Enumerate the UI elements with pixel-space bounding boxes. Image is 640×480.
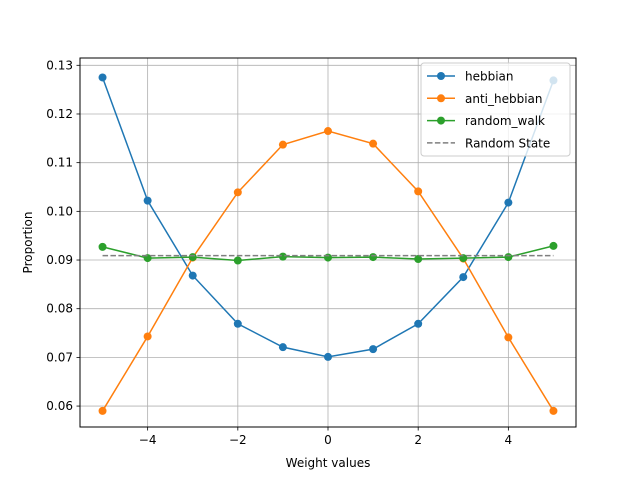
data-point-random-walk [549, 241, 558, 250]
y-tick-label: 0.06 [46, 399, 73, 413]
data-point-hebbian [459, 273, 468, 282]
legend-label-anti-hebbian: anti_hebbian [465, 92, 543, 106]
legend-marker-anti-hebbian [437, 94, 445, 103]
y-axis-label: Proportion [21, 212, 35, 274]
y-tick-label: 0.07 [46, 350, 73, 364]
y-tick-label: 0.10 [46, 204, 73, 218]
data-point-anti-hebbian [233, 188, 242, 197]
data-point-random-walk [278, 252, 287, 261]
data-point-anti-hebbian [414, 187, 423, 196]
data-point-random-walk [369, 253, 378, 262]
data-point-anti-hebbian [504, 333, 513, 342]
y-tick-label: 0.08 [46, 302, 73, 316]
y-tick-label: 0.09 [46, 253, 73, 267]
x-tick-label: −4 [139, 433, 157, 447]
x-tick-label: 0 [324, 433, 332, 447]
data-point-anti-hebbian [143, 332, 152, 341]
y-axis: 0.06 0.07 0.08 0.09 0.10 0.11 0.12 0.13 [46, 58, 80, 413]
y-tick-label: 0.11 [46, 156, 73, 170]
data-point-hebbian [233, 319, 242, 328]
legend-label-hebbian: hebbian [465, 70, 514, 84]
data-point-random-walk [98, 242, 107, 251]
x-tick-label: 4 [505, 433, 513, 447]
legend-label-random-state: Random State [465, 136, 550, 150]
x-tick-label: −2 [229, 433, 247, 447]
x-axis-label: Weight values [286, 456, 371, 470]
data-point-anti-hebbian [278, 140, 287, 149]
data-point-anti-hebbian [98, 406, 107, 415]
data-point-hebbian [143, 196, 152, 205]
legend-marker-random-walk [437, 116, 445, 125]
data-point-random-walk [324, 253, 332, 262]
data-point-random-walk [188, 253, 197, 262]
legend-label-random-walk: random_walk [465, 114, 545, 128]
data-point-random-walk [504, 253, 513, 262]
data-point-random-walk [233, 256, 242, 265]
series-layer [98, 73, 558, 415]
x-tick-label: 2 [414, 433, 422, 447]
data-point-hebbian [98, 73, 107, 82]
data-point-anti-hebbian [549, 406, 558, 415]
data-point-hebbian [414, 319, 423, 328]
x-axis: −4 −2 0 2 4 [139, 427, 512, 447]
data-point-anti-hebbian [369, 139, 378, 148]
legend-marker-hebbian [437, 72, 445, 80]
data-point-hebbian [324, 352, 332, 361]
y-tick-label: 0.13 [46, 58, 73, 72]
legend: hebbian anti_hebbian random_walk Random Sta… [420, 62, 571, 157]
data-point-hebbian [188, 271, 197, 280]
data-point-anti-hebbian [324, 127, 332, 136]
data-point-hebbian [369, 345, 378, 354]
data-point-hebbian [278, 343, 287, 352]
data-point-hebbian [504, 198, 513, 207]
y-tick-label: 0.12 [46, 107, 73, 121]
legend-box [420, 62, 571, 157]
data-point-random-walk [414, 255, 423, 264]
